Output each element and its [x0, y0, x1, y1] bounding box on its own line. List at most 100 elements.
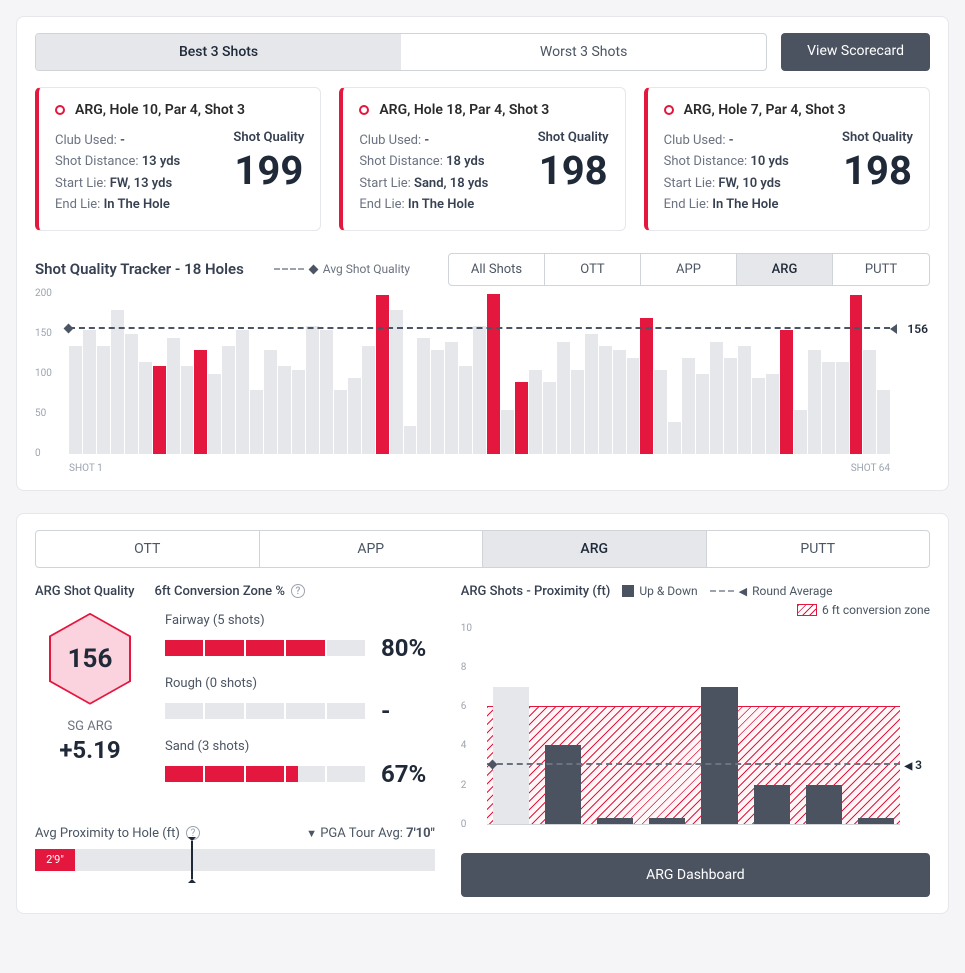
proximity-bar[interactable] [806, 785, 842, 824]
chart-bar[interactable] [836, 362, 849, 454]
tracker-header: Shot Quality Tracker - 18 Holes Avg Shot… [35, 253, 930, 286]
prox-avg-line [487, 763, 900, 765]
chart-bar[interactable] [668, 422, 681, 454]
chart-bar[interactable] [292, 370, 305, 454]
chart-bar[interactable] [850, 295, 863, 454]
chart-bar[interactable] [69, 346, 82, 454]
chart-bar[interactable] [181, 366, 194, 454]
arg-dashboard-button[interactable]: ARG Dashboard [461, 853, 930, 897]
chart-bar[interactable] [222, 346, 235, 454]
chart-bar[interactable] [780, 330, 793, 454]
shot-quality-value: 199 [233, 149, 304, 193]
chart-bar[interactable] [724, 358, 737, 454]
prox-bars [487, 629, 900, 824]
chart-bar[interactable] [459, 366, 472, 454]
chart-bar[interactable] [543, 382, 556, 454]
arg-sq-label: ARG Shot Quality [35, 584, 134, 599]
chart-bar[interactable] [83, 330, 96, 454]
chart-bar[interactable] [529, 370, 542, 454]
chart-bar[interactable] [376, 295, 389, 453]
chart-bar[interactable] [125, 334, 138, 454]
chart-bar[interactable] [208, 374, 221, 454]
avg-end-arrow [890, 324, 897, 334]
shot-quality-label: Shot Quality [538, 130, 609, 145]
chart-bar[interactable] [863, 350, 876, 454]
chart-bar[interactable] [654, 370, 667, 454]
conversion-bar [165, 766, 365, 782]
chart-bar[interactable] [417, 338, 430, 454]
shot-title: ARG, Hole 18, Par 4, Shot 3 [379, 102, 549, 118]
chart-bar[interactable] [431, 350, 444, 454]
shot-card[interactable]: ARG, Hole 10, Par 4, Shot 3 Club Used: -… [35, 87, 321, 231]
chart-bar[interactable] [501, 410, 514, 454]
conversion-label: Fairway (5 shots) [165, 613, 435, 628]
chart-bar[interactable] [752, 378, 765, 454]
chart-bar[interactable] [445, 342, 458, 454]
chart-bar[interactable] [390, 310, 403, 454]
chart-bar[interactable] [236, 330, 249, 454]
chart-bar[interactable] [808, 350, 821, 454]
chart-bar[interactable] [822, 362, 835, 454]
chart-bar[interactable] [557, 342, 570, 454]
proximity-bar[interactable] [649, 818, 685, 824]
proximity-bar[interactable] [701, 687, 737, 824]
chart-bar[interactable] [613, 350, 626, 454]
category-tab[interactable]: PUTT [707, 531, 930, 567]
proximity-bar[interactable] [493, 687, 529, 824]
shot-type-tab[interactable]: PUTT [833, 254, 929, 285]
shot-type-tab[interactable]: All Shots [449, 254, 545, 285]
proximity-bar[interactable] [545, 745, 581, 823]
chart-bar[interactable] [306, 326, 319, 454]
shot-type-tab[interactable]: ARG [737, 254, 833, 285]
chart-bar[interactable] [362, 346, 375, 454]
chart-bar[interactable] [487, 294, 500, 454]
chart-bar[interactable] [473, 326, 486, 454]
chart-bar[interactable] [515, 382, 528, 454]
chart-bar[interactable] [877, 390, 890, 454]
chart-bar[interactable] [320, 330, 333, 454]
chart-bar[interactable] [111, 310, 124, 454]
shot-card[interactable]: ARG, Hole 18, Par 4, Shot 3 Club Used: -… [339, 87, 625, 231]
avg-prox-bar: 2'9" [35, 849, 435, 871]
shot-card[interactable]: ARG, Hole 7, Par 4, Shot 3 Club Used: - … [644, 87, 930, 231]
chart-bar[interactable] [766, 374, 779, 454]
chart-bar[interactable] [738, 346, 751, 454]
view-scorecard-button[interactable]: View Scorecard [781, 33, 930, 71]
chart-bar[interactable] [250, 390, 263, 454]
proximity-bar[interactable] [858, 818, 894, 824]
chart-bar[interactable] [348, 378, 361, 454]
chart-bar[interactable] [334, 390, 347, 454]
category-tab[interactable]: OTT [36, 531, 260, 567]
tab-best-shots[interactable]: Best 3 Shots [36, 34, 401, 70]
help-icon[interactable]: ? [291, 584, 305, 598]
chart-bar[interactable] [194, 350, 207, 454]
proximity-bar[interactable] [597, 818, 633, 824]
tracker-title: Shot Quality Tracker - 18 Holes [35, 260, 244, 278]
chart-bar[interactable] [139, 362, 152, 454]
chart-bar[interactable] [696, 374, 709, 454]
chart-bar[interactable] [404, 426, 417, 454]
shot-type-tab[interactable]: OTT [545, 254, 641, 285]
shot-marker-icon [664, 105, 674, 115]
proximity-bar[interactable] [754, 785, 790, 824]
chart-bar[interactable] [153, 366, 166, 454]
shot-type-tab[interactable]: APP [641, 254, 737, 285]
chart-bar[interactable] [585, 334, 598, 454]
chart-bar[interactable] [640, 318, 653, 454]
chart-bar[interactable] [571, 370, 584, 454]
chart-bar[interactable] [710, 342, 723, 454]
shot-quality-value: 198 [538, 149, 609, 193]
chart-bar[interactable] [682, 358, 695, 454]
chart-bar[interactable] [167, 338, 180, 454]
conversion-row: Rough (0 shots) - [165, 676, 435, 725]
category-tab[interactable]: APP [260, 531, 484, 567]
chart-bar[interactable] [794, 410, 807, 454]
tab-worst-shots[interactable]: Worst 3 Shots [401, 34, 766, 70]
chart-bar[interactable] [97, 346, 110, 454]
chart-bar[interactable] [627, 358, 640, 454]
chart-bar[interactable] [264, 350, 277, 454]
category-tab[interactable]: ARG [483, 531, 707, 567]
chart-bar[interactable] [599, 346, 612, 454]
shot-title: ARG, Hole 10, Par 4, Shot 3 [75, 102, 245, 118]
chart-bar[interactable] [278, 366, 291, 454]
